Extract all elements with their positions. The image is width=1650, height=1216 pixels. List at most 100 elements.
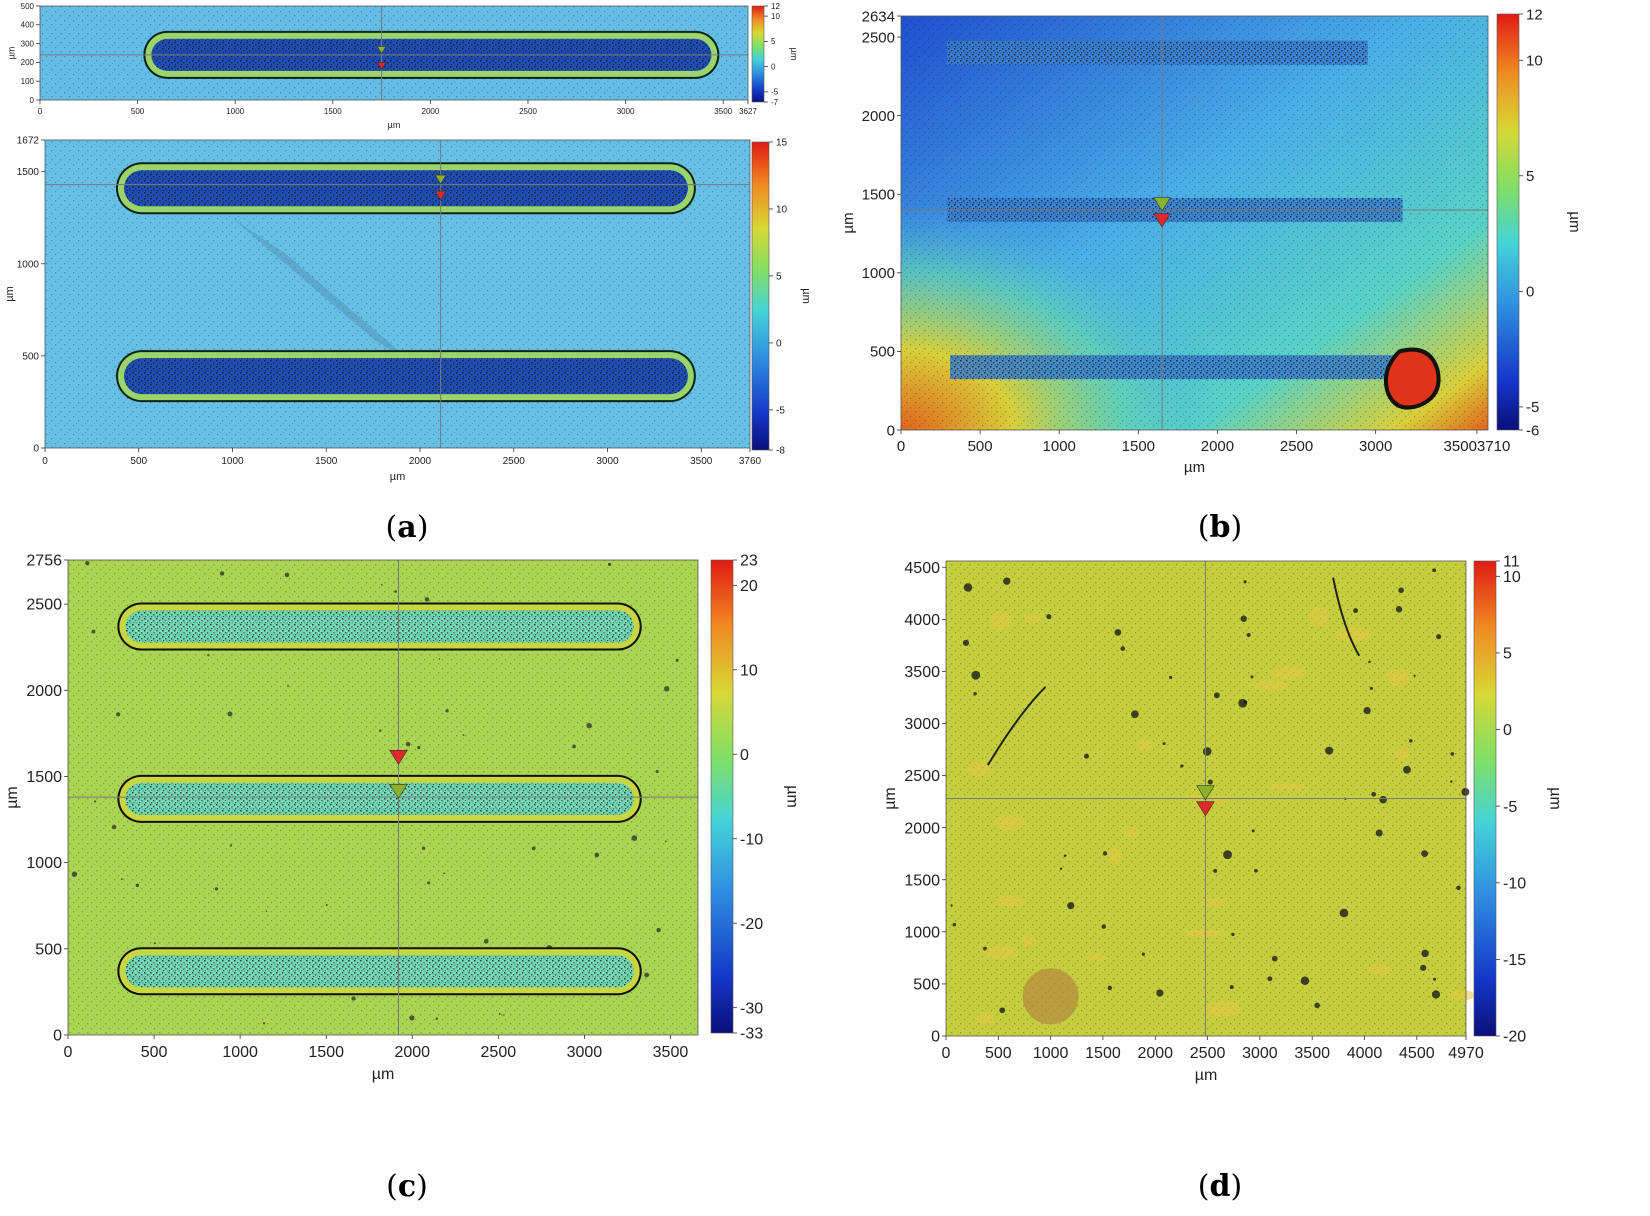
surface-pit — [135, 883, 140, 888]
debris-spot — [1383, 347, 1441, 410]
surface-pit — [1461, 787, 1470, 796]
wear-track-speckle — [946, 40, 1368, 65]
wear-track — [116, 350, 696, 403]
x-tick-label: 4970 — [1448, 1045, 1484, 1062]
y-tick-label: 300 — [21, 39, 35, 48]
surface-pit — [1314, 1002, 1320, 1009]
wear-track-speckle — [124, 358, 688, 395]
scratch-line — [270, 243, 412, 365]
surface-pit — [421, 846, 426, 850]
x-tick-label: 2500 — [481, 1044, 517, 1061]
x-axis-label: µm — [372, 1066, 395, 1083]
x-axis-label: µm — [390, 471, 406, 483]
surface-pit — [214, 887, 219, 891]
colorbar-label: µm — [783, 785, 800, 808]
surface-pit — [1450, 780, 1453, 783]
surface-pit — [586, 722, 592, 729]
colorbar-tick-label: 10 — [740, 662, 758, 679]
plot-frame — [44, 139, 751, 449]
plot-frame — [945, 560, 1467, 1037]
surface-pit — [1369, 686, 1373, 690]
surface-bump — [1202, 898, 1229, 908]
x-tick-label: 1500 — [1085, 1045, 1121, 1062]
surface-pit — [443, 872, 446, 875]
y-tick-label: 1000 — [862, 265, 895, 282]
surface-pit — [1353, 608, 1359, 614]
surface-bump — [983, 945, 1019, 960]
colorbar-tick-label: 0 — [1526, 284, 1534, 301]
surface-pit — [1368, 660, 1371, 664]
y-tick-label: 1500 — [904, 872, 940, 889]
x-tick-label: 0 — [942, 1045, 951, 1062]
panel-label-a: (a) — [386, 510, 429, 545]
surface-pit — [607, 562, 612, 567]
colorbar-tick-label: 5 — [1503, 646, 1512, 663]
surface-pit — [1379, 795, 1387, 804]
surface-pit — [417, 745, 421, 750]
colorbar-tick-label: -20 — [1503, 1029, 1526, 1046]
surface-pit — [1114, 629, 1122, 636]
colorbar-tick-label: -10 — [740, 831, 763, 848]
surface-pit — [1101, 924, 1107, 929]
y-axis-label: µm — [882, 787, 899, 810]
crosshair-marker-red-icon — [434, 190, 447, 201]
surface-bump — [1023, 612, 1043, 623]
surface-pit — [1229, 985, 1234, 990]
colorbar-tick-label: 12 — [771, 2, 780, 11]
colorbar-tick-label: 20 — [740, 578, 758, 595]
x-tick-label: 0 — [38, 107, 43, 116]
surface-pit — [262, 1022, 266, 1025]
crosshair-marker-green-icon — [1196, 785, 1215, 801]
surface-bump — [1021, 935, 1037, 948]
x-tick-label: 500 — [968, 438, 993, 455]
x-tick-label: 2000 — [409, 456, 432, 467]
y-tick-label: 500 — [22, 351, 39, 362]
colorbar — [1473, 560, 1497, 1037]
x-axis-label: µm — [1195, 1067, 1218, 1084]
y-tick-label: 1000 — [17, 259, 40, 270]
crosshair-marker-red-icon — [1196, 801, 1215, 817]
x-tick-label: 1000 — [1033, 1045, 1069, 1062]
surface-pit — [1421, 850, 1429, 858]
surface-pit — [971, 670, 981, 680]
colorbar-tick-label: 0 — [771, 62, 776, 71]
x-tick-label: 1000 — [221, 456, 244, 467]
surface-pit — [229, 844, 233, 847]
colorbar-tick-label: 12 — [1526, 6, 1543, 23]
x-tick-label: 500 — [130, 456, 147, 467]
surface-pit — [1420, 964, 1427, 971]
x-tick-label: 0 — [897, 438, 905, 455]
surface-pit — [405, 741, 411, 747]
surface-crack — [986, 686, 1047, 766]
surface-pit — [963, 583, 973, 592]
surface-pit — [379, 729, 382, 732]
surface-pit — [219, 571, 225, 576]
surface-pit — [1395, 606, 1403, 613]
surface-pit — [1413, 674, 1416, 677]
scratch-line — [240, 223, 382, 345]
x-tick-label: 3500 — [1294, 1045, 1330, 1062]
colorbar-tick-label: -6 — [1526, 422, 1539, 439]
surface-pit — [120, 878, 123, 880]
y-tick-label: 2500 — [862, 29, 895, 46]
surface-pit — [424, 597, 430, 602]
surface-crack — [1332, 577, 1361, 657]
surface-pit — [503, 1014, 505, 1016]
panel-b-heightmap: 0 500 1000 1500 2000 2500 3000 35003710 0 500 1000… — [840, 6, 1583, 476]
wear-track — [117, 947, 642, 996]
colorbar-tick-label: -33 — [740, 1026, 763, 1043]
x-tick-label: 3000 — [617, 107, 635, 116]
x-tick-label: 2000 — [394, 1044, 430, 1061]
surface-bump — [1394, 747, 1410, 760]
colorbar-tick-label: -8 — [776, 446, 785, 457]
colorbar-label: µm — [800, 288, 812, 304]
surface-bump — [989, 611, 1012, 631]
y-tick-label: 0 — [53, 1028, 62, 1045]
plot-frame — [900, 15, 1489, 431]
surface-pit — [445, 709, 449, 713]
surface-pit — [498, 1013, 501, 1016]
surface-pit — [572, 744, 576, 749]
surface-pit — [1223, 850, 1233, 860]
colorbar-tick-label: -10 — [1503, 875, 1526, 892]
surface-pit — [631, 835, 638, 841]
